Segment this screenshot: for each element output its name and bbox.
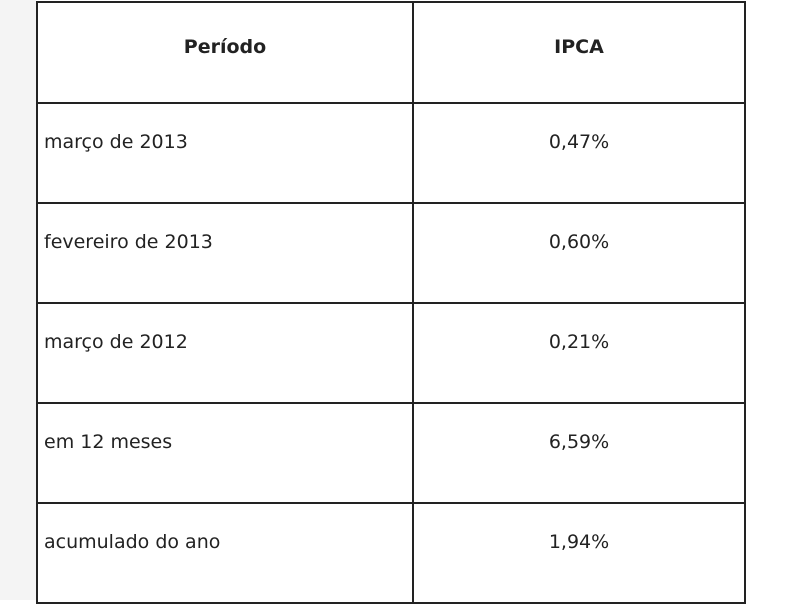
ipca-cell: 0,60% — [412, 202, 746, 304]
header-cell: IPCA — [412, 1, 746, 104]
side-margin — [0, 0, 36, 600]
ipca-cell: 1,94% — [412, 502, 746, 604]
ipca-cell: 0,47% — [412, 102, 746, 204]
ipca-cell: 0,21% — [412, 302, 746, 404]
table-row: fevereiro de 2013 0,60% — [36, 202, 746, 304]
ipca-table: Período IPCA março de 2013 0,47% fevereiro … — [36, 1, 746, 604]
table-row: março de 2012 0,21% — [36, 302, 746, 404]
period-cell: março de 2013 — [36, 102, 414, 204]
header-row: Período IPCA — [36, 1, 746, 104]
ipca-cell: 6,59% — [412, 402, 746, 504]
header-cell: Período — [36, 1, 414, 104]
period-cell: acumulado do ano — [36, 502, 414, 604]
period-cell: fevereiro de 2013 — [36, 202, 414, 304]
table-row: em 12 meses 6,59% — [36, 402, 746, 504]
period-cell: em 12 meses — [36, 402, 414, 504]
table-row: acumulado do ano 1,94% — [36, 502, 746, 604]
period-cell: março de 2012 — [36, 302, 414, 404]
table-row: março de 2013 0,47% — [36, 102, 746, 204]
